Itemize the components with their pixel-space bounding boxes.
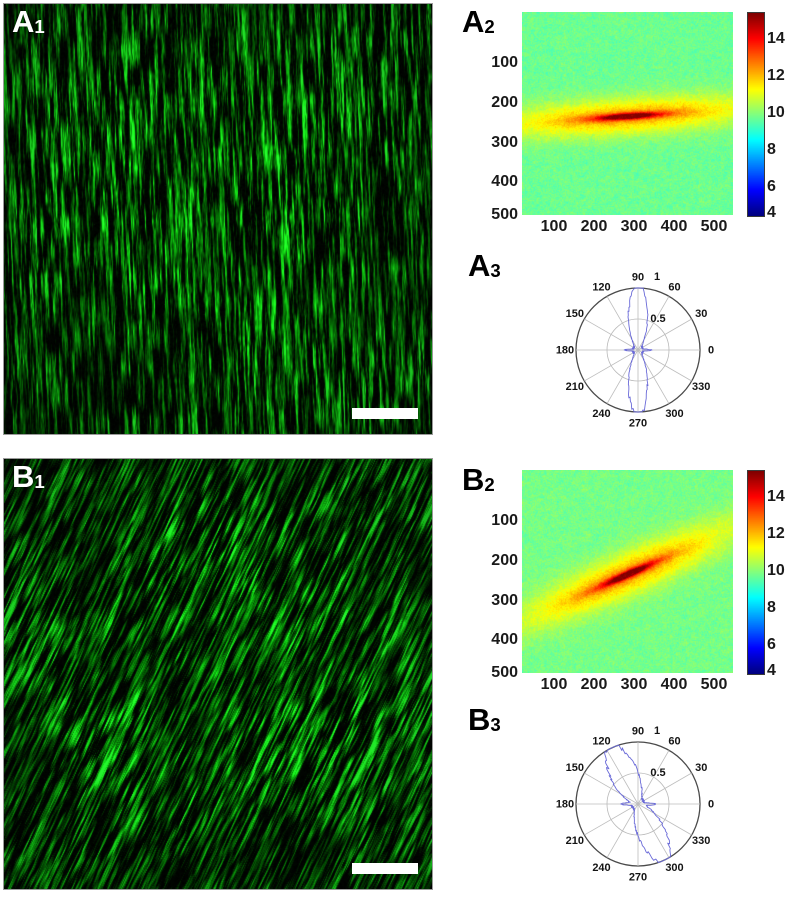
- fft-panel-b2: B2 100 200 300 400 500 100 200 300 400 5…: [462, 462, 788, 694]
- polar-r-label-half: 0.5: [650, 313, 665, 325]
- polar-theta-label: 60: [668, 281, 680, 293]
- b2-cbar-tick-10: 10: [767, 562, 785, 579]
- fft-heatmap-image-a2: [522, 12, 733, 215]
- polar-r-label-one: 1: [654, 271, 660, 283]
- b2-xtick-200: 200: [580, 676, 608, 693]
- colorbar-a2: [747, 12, 765, 217]
- scale-bar-a1: [352, 408, 418, 419]
- panel-label-b1: B1: [12, 459, 45, 494]
- a2-ytick-100: 100: [491, 54, 518, 71]
- b2-xtick-400: 400: [660, 676, 688, 693]
- a2-xtick-500: 500: [700, 218, 728, 235]
- micrograph-image-b1: [4, 459, 432, 889]
- panel-label-a1: A1: [12, 4, 45, 39]
- polar-theta-label: 300: [665, 862, 683, 874]
- polar-theta-label: 150: [566, 762, 584, 774]
- b2-cbar-tick-6: 6: [767, 636, 776, 653]
- panel-label-b3: B3: [468, 702, 501, 737]
- polar-theta-label: 330: [692, 835, 710, 847]
- colorbar-gradient-a2: [748, 13, 764, 216]
- fft-panel-a2: A2 100 200 300 400 500 100 200 300 400 5…: [462, 4, 788, 236]
- b2-ytick-500: 500: [491, 664, 518, 681]
- colorbar-gradient-b2: [748, 471, 764, 674]
- fft-heatmap-image-b2: [522, 470, 733, 673]
- a2-ytick-300: 300: [491, 134, 518, 151]
- a2-xtick-100: 100: [540, 218, 568, 235]
- polar-theta-label: 150: [566, 308, 584, 320]
- a2-cbar-tick-4: 4: [767, 204, 776, 221]
- a2-xtick-400: 400: [660, 218, 688, 235]
- polar-distribution-curve: [604, 744, 672, 863]
- polar-theta-label: 180: [556, 345, 574, 357]
- b2-ytick-300: 300: [491, 592, 518, 609]
- polar-theta-label: 60: [668, 735, 680, 747]
- b2-cbar-tick-8: 8: [767, 599, 776, 616]
- polar-theta-label: 30: [695, 762, 707, 774]
- polar-plot-b3: 0 30 60 90 120 150 180 210 240 270 300 330 0.5 1: [556, 725, 714, 884]
- b2-xtick-300: 300: [620, 676, 648, 693]
- b2-cbar-tick-14: 14: [767, 488, 785, 505]
- polar-theta-label: 210: [566, 381, 584, 393]
- a2-cbar-tick-14: 14: [767, 30, 785, 47]
- colorbar-b2: [747, 470, 765, 675]
- a2-ytick-400: 400: [491, 173, 518, 190]
- polar-distribution-curve: [623, 287, 653, 413]
- b2-ytick-100: 100: [491, 512, 518, 529]
- panel-label-a2: A2: [462, 4, 495, 39]
- micrograph-image-a1: [4, 4, 432, 434]
- polar-theta-label: 180: [556, 799, 574, 811]
- polar-theta-label: 270: [629, 418, 647, 430]
- polar-r-label-half: 0.5: [650, 767, 665, 779]
- b2-ytick-200: 200: [491, 552, 518, 569]
- polar-theta-label: 0: [708, 799, 714, 811]
- polar-theta-label: 90: [632, 272, 644, 284]
- micrograph-panel-b1: B1: [3, 458, 433, 890]
- b2-cbar-tick-4: 4: [767, 662, 776, 679]
- polar-theta-label: 120: [592, 735, 610, 747]
- a2-ytick-200: 200: [491, 94, 518, 111]
- polar-theta-label: 240: [592, 408, 610, 420]
- a2-cbar-tick-6: 6: [767, 178, 776, 195]
- polar-theta-label: 330: [692, 381, 710, 393]
- polar-panel-b3: B3 0 30 60 90 120 150 180 210 240 270 300 330 0.5 1: [462, 700, 788, 904]
- panel-label-b2: B2: [462, 462, 495, 497]
- polar-theta-label: 30: [695, 308, 707, 320]
- polar-theta-label: 90: [632, 726, 644, 738]
- fft-plot-area-b2: [522, 470, 733, 673]
- polar-theta-label: 300: [665, 408, 683, 420]
- b2-ytick-400: 400: [491, 631, 518, 648]
- polar-theta-label: 120: [592, 281, 610, 293]
- a2-xtick-200: 200: [580, 218, 608, 235]
- polar-r-label-one: 1: [654, 725, 660, 737]
- polar-theta-label: 270: [629, 872, 647, 884]
- fft-plot-area-a2: [522, 12, 733, 215]
- a2-ytick-500: 500: [491, 206, 518, 223]
- a2-cbar-tick-12: 12: [767, 67, 785, 84]
- polar-theta-label: 0: [708, 345, 714, 357]
- a2-cbar-tick-8: 8: [767, 141, 776, 158]
- b2-xtick-500: 500: [700, 676, 728, 693]
- a2-xtick-300: 300: [620, 218, 648, 235]
- a2-cbar-tick-10: 10: [767, 104, 785, 121]
- b2-cbar-tick-12: 12: [767, 525, 785, 542]
- panel-label-a3: A3: [468, 248, 501, 283]
- micrograph-panel-a1: A1: [3, 3, 433, 435]
- polar-theta-label: 210: [566, 835, 584, 847]
- b2-xtick-100: 100: [540, 676, 568, 693]
- polar-theta-label: 240: [592, 862, 610, 874]
- polar-plot-a3: 0 30 60 90 120 150 180 210 240 270 300 330 0.5 1: [556, 271, 714, 430]
- scale-bar-b1: [352, 863, 418, 874]
- polar-panel-a3: A3 0 30 60 90 120 150 180 210 240 270 300 330 0.5 1: [462, 246, 788, 452]
